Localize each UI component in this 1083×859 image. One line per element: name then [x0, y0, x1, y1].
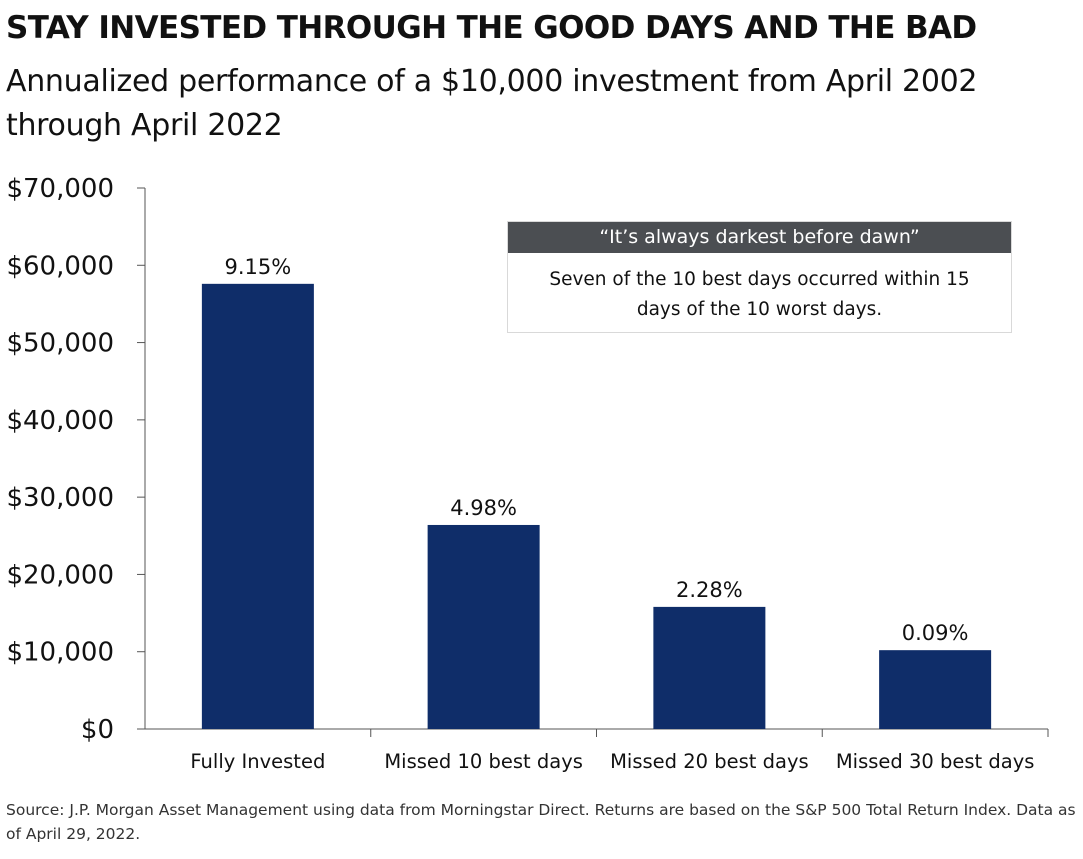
- y-tick-label: $10,000: [6, 638, 114, 668]
- chart-subtitle: Annualized performance of a $10,000 inve…: [6, 64, 978, 143]
- y-tick-label: $70,000: [6, 174, 114, 204]
- bar: [427, 524, 540, 729]
- y-tick-label: $40,000: [6, 406, 114, 436]
- category-label: Missed 30 best days: [836, 750, 1035, 773]
- source-footnote: Source: J.P. Morgan Asset Management usi…: [6, 801, 1076, 843]
- category-label: Fully Invested: [190, 750, 325, 773]
- chart-title: STAY INVESTED THROUGH THE GOOD DAYS AND …: [6, 10, 977, 46]
- y-tick-label: $20,000: [6, 560, 114, 590]
- category-label: Missed 10 best days: [384, 750, 583, 773]
- y-tick-label: $30,000: [6, 483, 114, 513]
- callout-text: Seven of the 10 best days occurred withi…: [549, 269, 970, 320]
- bar-data-label: 9.15%: [225, 255, 292, 279]
- y-tick-label: $60,000: [6, 251, 114, 281]
- bar-data-label: 4.98%: [450, 496, 517, 520]
- y-tick-label: $0: [81, 715, 114, 745]
- bar-data-label: 0.09%: [902, 621, 969, 645]
- bar-chart: $0 $10,000 $20,000 $30,000 $40,000 $50,000 $60…: [6, 174, 1049, 773]
- category-label: Missed 20 best days: [610, 750, 809, 773]
- bar: [653, 606, 766, 729]
- callout-heading: “It’s always darkest before dawn”: [508, 222, 1011, 253]
- bar: [879, 650, 992, 729]
- y-tick-label: $50,000: [6, 329, 114, 359]
- bar-data-label: 2.28%: [676, 578, 743, 602]
- callout-box: “It’s always darkest before dawn” Seven …: [507, 221, 1012, 333]
- bar: [201, 283, 314, 729]
